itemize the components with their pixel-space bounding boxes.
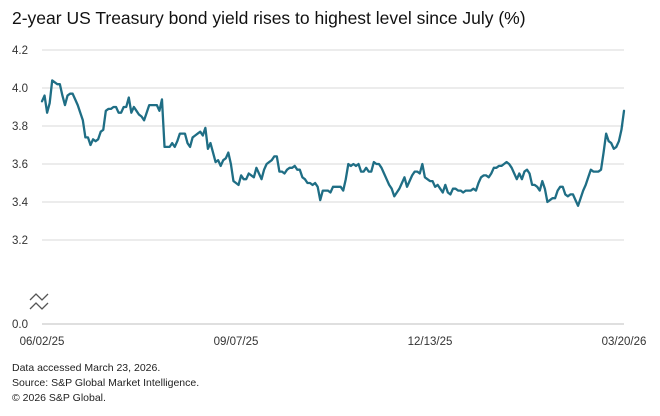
x-tick-label: 09/07/25 (214, 336, 259, 348)
y-tick-label: 3.6 (12, 159, 28, 171)
copyright-note: © 2026 S&P Global. (12, 392, 106, 404)
y-tick-label: 4.2 (12, 45, 28, 57)
y-tick-label-zero: 0.0 (12, 319, 28, 331)
y-tick-label: 3.4 (12, 197, 29, 209)
axis-break-icon (29, 293, 49, 310)
gridlines (42, 49, 624, 325)
x-tick-label: 06/02/25 (20, 336, 65, 348)
axis-break-zigzag (29, 293, 49, 301)
x-axis-tick-labels: 06/02/25 09/07/25 12/13/25 03/20/26 (20, 336, 647, 348)
source-note: Source: S&P Global Market Intelligence. (12, 377, 200, 389)
y-axis-tick-labels: 3.2 3.4 3.6 3.8 4.0 4.2 0.0 (12, 45, 29, 331)
y-tick-label: 3.2 (12, 235, 28, 247)
chart-title: 2-year US Treasury bond yield rises to h… (12, 8, 526, 28)
y-tick-label: 4.0 (12, 83, 28, 95)
x-tick-label: 12/13/25 (408, 336, 453, 348)
x-tick-label: 03/20/26 (602, 336, 647, 348)
chart-notes: Data accessed March 23, 2026. Source: S&… (12, 361, 199, 406)
y-tick-label: 3.8 (12, 121, 28, 133)
axis-break-zigzag (29, 302, 49, 310)
series-lines (40, 79, 626, 207)
data-accessed-note: Data accessed March 23, 2026. (12, 362, 161, 374)
series-line (40, 79, 626, 207)
